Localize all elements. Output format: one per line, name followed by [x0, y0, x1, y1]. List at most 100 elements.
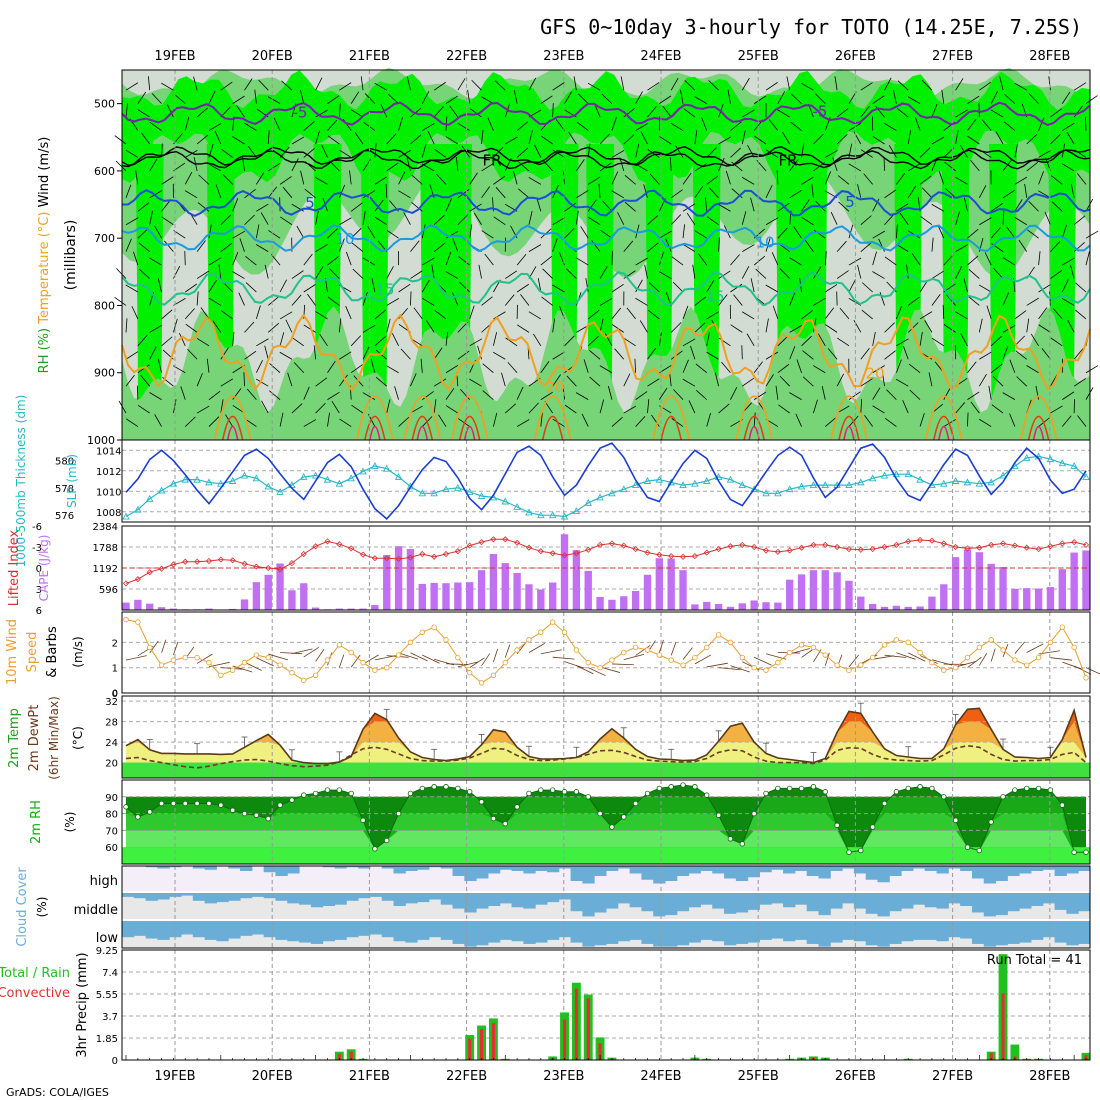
wind-barb [789, 346, 796, 360]
cape-bar [975, 552, 984, 610]
wind-barb [303, 284, 316, 293]
cloud-middle-cell [1054, 893, 1067, 910]
cloud-high-cell [1030, 866, 1044, 871]
thickness-point [335, 479, 344, 487]
wind-barb [149, 210, 153, 225]
wind-barb-10m [1085, 667, 1100, 675]
wind-barb [635, 91, 643, 104]
rh2m-point [692, 784, 698, 790]
wind-barb [765, 217, 779, 226]
rh2m-point [1035, 785, 1042, 792]
cloud-high-cell [641, 866, 654, 880]
wind-barb [212, 320, 222, 333]
wind-barb [753, 412, 756, 427]
wind-barb [860, 378, 873, 387]
temp2m-tick-label: 32 [105, 697, 118, 708]
thickness-point [430, 489, 438, 497]
wind-barb [662, 105, 672, 118]
wind-barb [967, 228, 979, 239]
cloud-middle-cell [145, 893, 158, 901]
wind-barb [350, 364, 363, 374]
cloud-high-cell [558, 866, 572, 869]
cape-bar [963, 549, 972, 610]
wind-speed-point [715, 632, 722, 638]
wind-barb [552, 149, 565, 158]
wind-barb [694, 186, 704, 199]
wind-speed-point [917, 649, 923, 656]
cloud-low-cell [700, 921, 713, 940]
wind-barb [375, 376, 387, 387]
wind-barb [243, 372, 245, 387]
wind-barb [1038, 284, 1051, 293]
wind-barb [990, 203, 1003, 212]
wind-barb [473, 212, 482, 225]
wind-barb [1009, 359, 1016, 373]
cape-bar [489, 553, 498, 610]
wind-barb [576, 257, 589, 266]
cloud-low-cell [157, 921, 170, 940]
cloud-middle-cell [901, 893, 914, 909]
cape-bar [288, 590, 296, 610]
wind-speed-point [206, 659, 212, 666]
wind-barb-10m [1050, 657, 1073, 661]
li-point [1011, 542, 1018, 549]
cloud-high-cell [995, 866, 1008, 881]
wind-barb [349, 170, 352, 185]
rh2m-point [609, 824, 615, 830]
cloud-middle-cell [346, 893, 359, 901]
rh2m-point [407, 790, 414, 797]
wind-barb [860, 105, 870, 118]
wind-speed-point [384, 664, 390, 671]
wind-barb [445, 95, 458, 104]
cloud-high-cell [440, 866, 454, 869]
wind-barb [200, 307, 210, 320]
wind-barb [753, 95, 767, 104]
wind-barb [540, 361, 550, 373]
wind-speed-point [241, 659, 248, 666]
cloud-high-cell [476, 866, 489, 879]
wind-barb [552, 82, 565, 91]
wind-barb [327, 412, 330, 427]
wind-barb [765, 318, 769, 333]
wind-barb [884, 214, 895, 225]
cape-bar [774, 602, 782, 610]
wind-barb [534, 144, 542, 158]
cloud-high-cell [192, 866, 206, 869]
wind-barb [433, 399, 437, 414]
temp-contour-15 [121, 270, 1091, 307]
wind-barb [279, 412, 284, 427]
wind-barb [398, 416, 410, 427]
li-point [170, 561, 177, 568]
cape-bar [418, 583, 426, 610]
wind-barb [568, 132, 577, 145]
wind-barb [742, 244, 755, 252]
wind-barb [824, 307, 835, 320]
wind-barb [746, 333, 755, 347]
wind-speed-point [360, 659, 366, 666]
wind-barb [385, 183, 388, 198]
wind-barb [825, 284, 838, 293]
wind-barb [303, 419, 317, 427]
wind-barb [555, 119, 565, 131]
wind-barb [291, 158, 299, 172]
wind-barb [261, 400, 269, 414]
wind-barb [1051, 201, 1063, 212]
wind-speed-point [656, 652, 663, 658]
wind-barb [244, 350, 257, 360]
wind-barb [536, 197, 542, 212]
wind-barb [864, 414, 873, 427]
wind-barb [857, 264, 862, 279]
wind-barb [611, 307, 622, 320]
wind-barb [540, 95, 553, 104]
cloud-middle-cell [818, 893, 831, 916]
rh2m-shade-60 [126, 830, 1086, 853]
temp-contour-20 [121, 313, 1091, 392]
cloud-high-cell [393, 866, 406, 874]
wind-barb [671, 256, 684, 266]
wind-barb [541, 296, 553, 306]
wind-barb [410, 291, 412, 306]
wind-barb [1050, 108, 1062, 118]
wind-barb-10m [635, 645, 651, 656]
wind-barb [594, 103, 601, 118]
wind-barb [196, 270, 210, 279]
